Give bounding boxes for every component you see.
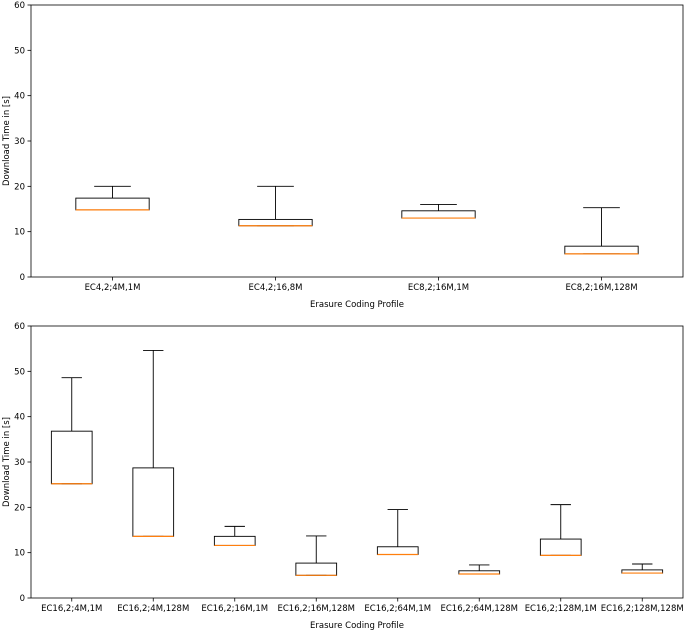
box bbox=[401, 210, 476, 219]
box-plot-0 bbox=[75, 185, 150, 211]
y-tick-label: 20 bbox=[14, 503, 25, 513]
x-tick-label: EC16,2;16M,1M bbox=[201, 604, 268, 614]
x-tick-label: EC16,2;64M,128M bbox=[440, 604, 518, 614]
box bbox=[564, 245, 639, 255]
y-tick-label: 0 bbox=[20, 594, 25, 604]
y-tick-label: 10 bbox=[14, 549, 25, 559]
x-tick-label: EC4,2;16,8M bbox=[249, 283, 303, 293]
box-plot-1 bbox=[238, 185, 313, 227]
box bbox=[213, 535, 256, 546]
box-plot-2 bbox=[213, 525, 256, 547]
box-plot-4 bbox=[376, 509, 419, 556]
y-tick-label: 50 bbox=[14, 367, 25, 377]
bottom-panel: 0 10 20 30 40 50 60 EC16,2;4M,1M EC16,2;4M,128M E… bbox=[2, 322, 684, 631]
y-tick-label: 30 bbox=[14, 137, 25, 147]
x-tick-label: EC16,2;128M,128M bbox=[601, 604, 684, 614]
y-tick-label: 60 bbox=[14, 1, 25, 11]
y-tick-label: 20 bbox=[14, 182, 25, 192]
x-axis-label: Erasure Coding Profile bbox=[310, 300, 404, 310]
y-tick-label: 50 bbox=[14, 46, 25, 56]
x-tick-label: EC16,2;16M,128M bbox=[277, 604, 355, 614]
box-plot-2 bbox=[401, 204, 476, 219]
x-tick-label: EC16,2;64M,1M bbox=[364, 604, 431, 614]
x-tick-label: EC8,2;16M,128M bbox=[565, 283, 637, 293]
top-panel: 0 10 20 30 40 50 60 EC4,2;4M,1M EC4,2;16,8M EC8,2… bbox=[2, 1, 684, 310]
box bbox=[75, 197, 150, 211]
y-axis-label: Download Time in [s] bbox=[2, 96, 12, 186]
x-tick-label: EC16,2;128M,1M bbox=[525, 604, 597, 614]
box-plot-1 bbox=[132, 350, 175, 537]
y-tick-label: 40 bbox=[14, 413, 25, 423]
box-plot-5 bbox=[458, 564, 501, 575]
box bbox=[295, 562, 338, 576]
box-plot-0 bbox=[50, 377, 93, 485]
box bbox=[376, 546, 419, 555]
box-plot-3 bbox=[295, 535, 338, 576]
box-plot-3 bbox=[564, 207, 639, 255]
y-tick-label: 30 bbox=[14, 458, 25, 468]
y-tick-label: 40 bbox=[14, 92, 25, 102]
x-axis-label: Erasure Coding Profile bbox=[310, 621, 404, 631]
y-tick-label: 10 bbox=[14, 228, 25, 238]
y-tick-label: 0 bbox=[20, 273, 25, 283]
x-tick-label: EC16,2;4M,128M bbox=[117, 604, 189, 614]
box bbox=[50, 430, 93, 485]
y-axis-label: Download Time in [s] bbox=[2, 417, 12, 507]
box bbox=[238, 218, 313, 227]
plot-frame bbox=[30, 4, 684, 278]
plot-frame bbox=[30, 325, 684, 599]
x-tick-label: EC8,2;16M,1M bbox=[408, 283, 469, 293]
box bbox=[539, 538, 582, 556]
box-plot-7 bbox=[621, 563, 664, 574]
box bbox=[132, 467, 175, 537]
x-tick-label: EC4,2;4M,1M bbox=[85, 283, 141, 293]
box-plot-6 bbox=[539, 504, 582, 556]
x-tick-label: EC16,2;4M,1M bbox=[41, 604, 102, 614]
y-tick-label: 60 bbox=[14, 322, 25, 332]
